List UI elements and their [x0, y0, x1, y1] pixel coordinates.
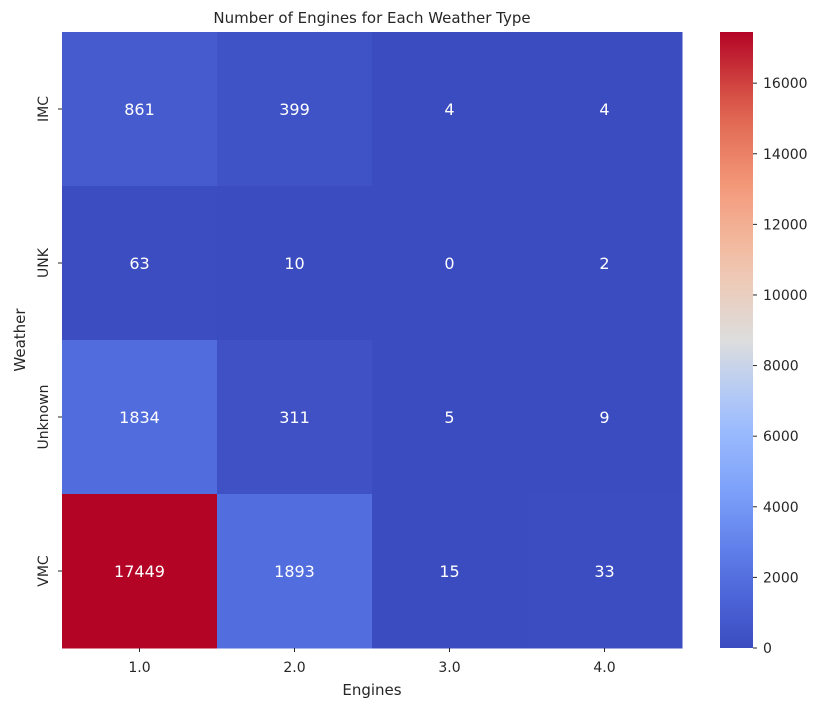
- heatmap-cell: [217, 32, 373, 187]
- x-tick-label: 1.0: [128, 660, 150, 676]
- colorbar: 0 2000 4000 6000 8000 10000 12000 14000 16000: [720, 32, 808, 657]
- y-axis-label: Weather: [11, 308, 29, 372]
- heatmap-cell: [527, 186, 683, 341]
- heatmap-cell: [217, 340, 373, 495]
- chart-title: Number of Engines for Each Weather Type: [213, 9, 530, 27]
- cell-value-label: 9: [599, 408, 609, 427]
- cell-value-label: 1893: [274, 562, 315, 581]
- cell-value-label: 63: [129, 254, 149, 273]
- colorbar-tick-label: 16000: [763, 76, 808, 92]
- y-tick-label: IMC: [36, 96, 52, 122]
- heatmap-cell: [62, 494, 218, 649]
- cell-value-label: 5: [444, 408, 454, 427]
- cell-value-label: 15: [439, 562, 459, 581]
- cell-value-label: 311: [279, 408, 310, 427]
- heatmap-cells: 861 399 4 4 63 10 0 2 1834 311 5 9 17449 1893 15 33: [62, 32, 683, 649]
- cell-value-label: 1834: [119, 408, 160, 427]
- y-tick-labels: IMC UNK Unknown VMC: [36, 96, 62, 587]
- colorbar-tick-label: 14000: [763, 147, 808, 163]
- x-tick-label: 3.0: [438, 660, 460, 676]
- colorbar-tick-label: 8000: [763, 359, 799, 375]
- cell-value-label: 0: [444, 254, 454, 273]
- cell-value-label: 861: [124, 100, 155, 119]
- heatmap-cell: [372, 186, 528, 341]
- heatmap-cell: [527, 340, 683, 495]
- heatmap-cell: [372, 32, 528, 187]
- heatmap-cell: [527, 494, 683, 649]
- colorbar-tick-label: 10000: [763, 288, 808, 304]
- x-tick-labels: 1.0 2.0 3.0 4.0: [128, 648, 616, 676]
- colorbar-tick-label: 12000: [763, 217, 808, 233]
- heatmap-cell: [372, 494, 528, 649]
- heatmap-cell: [372, 340, 528, 495]
- heatmap-cell: [62, 32, 218, 187]
- colorbar-tick-label: 4000: [763, 500, 799, 516]
- heatmap-cell: [217, 494, 373, 649]
- cell-value-label: 399: [279, 100, 310, 119]
- cell-value-label: 4: [444, 100, 454, 119]
- x-tick-label: 4.0: [593, 660, 615, 676]
- cell-value-label: 17449: [114, 562, 165, 581]
- y-tick-label: Unknown: [36, 385, 52, 450]
- y-tick-label: UNK: [36, 247, 52, 278]
- colorbar-tick-label: 2000: [763, 570, 799, 586]
- heatmap-cell: [62, 186, 218, 341]
- colorbar-tick-label: 6000: [763, 429, 799, 445]
- colorbar-gradient: [720, 32, 753, 648]
- cell-value-label: 33: [594, 562, 614, 581]
- x-axis-label: Engines: [342, 681, 401, 699]
- y-tick-label: VMC: [36, 555, 52, 587]
- cell-value-label: 4: [599, 100, 609, 119]
- x-tick-label: 2.0: [283, 660, 305, 676]
- cell-value-label: 10: [284, 254, 304, 273]
- heatmap-cell: [62, 340, 218, 495]
- cell-value-label: 2: [599, 254, 609, 273]
- heatmap-cell: [217, 186, 373, 341]
- heatmap-cell: [527, 32, 683, 187]
- colorbar-tick-label: 0: [763, 641, 772, 657]
